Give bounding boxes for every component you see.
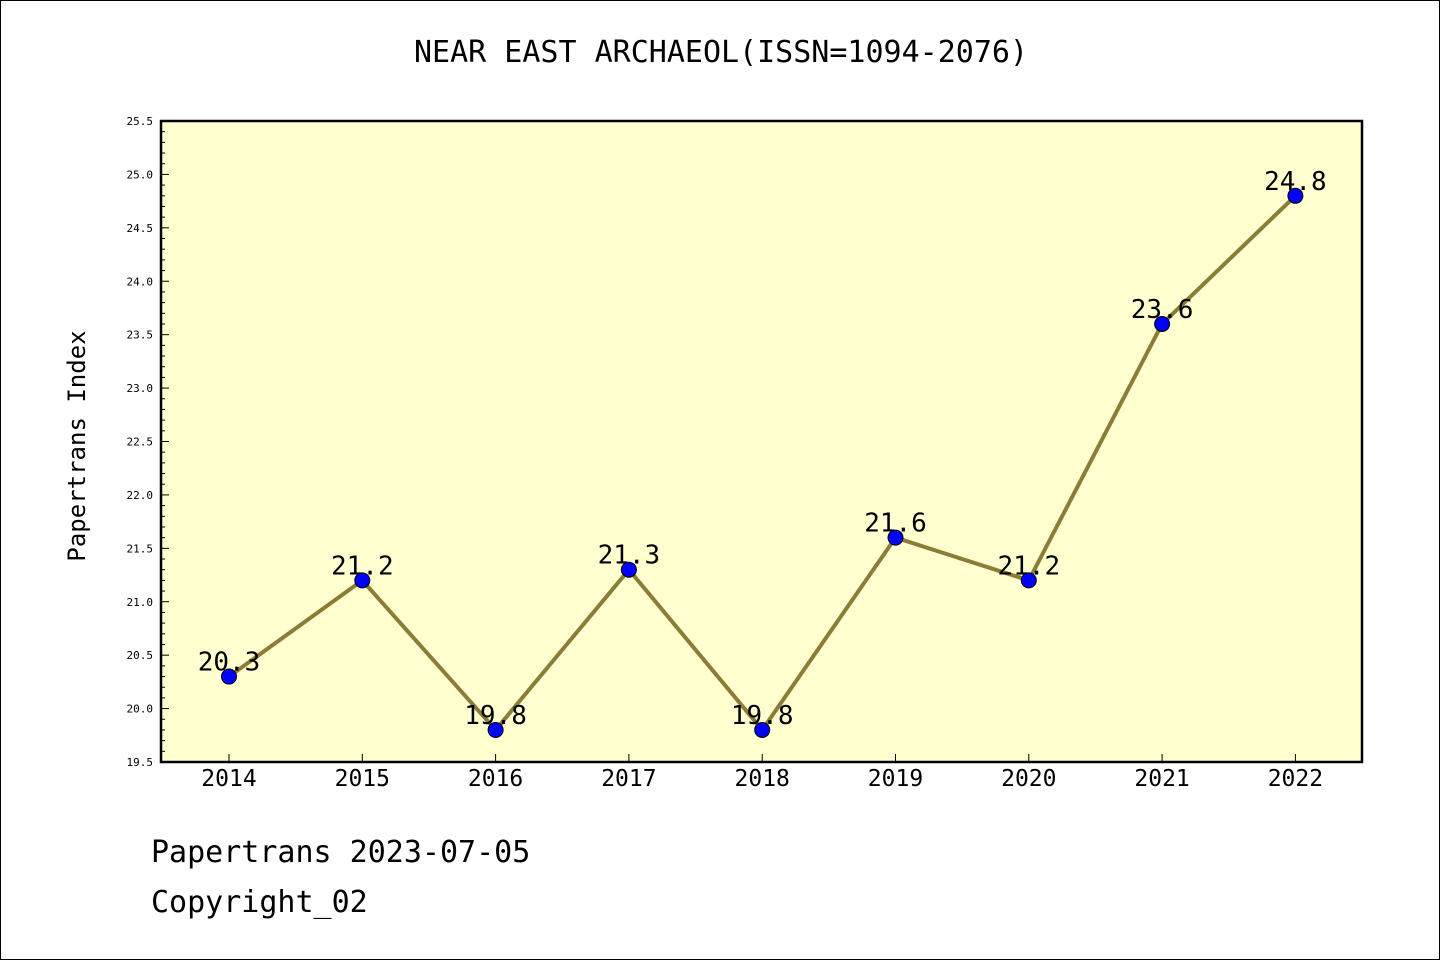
x-tick-label: 2019	[868, 766, 923, 792]
plot-area	[161, 121, 1362, 762]
data-point	[620, 561, 637, 578]
data-point	[1020, 572, 1037, 589]
x-tick-label: 2020	[1001, 766, 1056, 792]
data-point	[754, 721, 771, 738]
data-point	[1154, 315, 1171, 332]
y-tick-label: 25.0	[127, 168, 154, 181]
data-point	[221, 668, 237, 685]
y-tick-label: 23.5	[127, 329, 154, 342]
data-point	[887, 529, 904, 546]
y-tick-label: 21.0	[127, 596, 154, 609]
y-tick-label: 23.0	[127, 382, 154, 395]
y-tick-label: 22.0	[127, 489, 154, 502]
y-tick-label: 20.5	[127, 649, 154, 662]
y-tick-label: 19.5	[127, 756, 154, 769]
data-point	[354, 572, 371, 589]
x-tick-label: 2015	[335, 766, 390, 792]
y-tick-label: 20.0	[127, 703, 154, 716]
x-tick-label: 2022	[1268, 766, 1323, 792]
x-tick-label: 2021	[1134, 766, 1189, 792]
chart-title: NEAR EAST ARCHAEOL(ISSN=1094-2076)	[413, 35, 1029, 70]
y-tick-label: 22.5	[127, 436, 154, 449]
x-tick-label: 2016	[468, 766, 523, 792]
x-tick-label: 2014	[201, 766, 256, 792]
y-tick-label: 24.5	[127, 222, 154, 235]
x-tick-label: 2018	[735, 766, 790, 792]
y-tick-label: 25.5	[127, 115, 154, 128]
footer-date: Papertrans 2023-07-05	[151, 835, 531, 870]
plot-frame	[159, 119, 1364, 764]
footer-copyright: Copyright_02	[151, 885, 368, 920]
y-tick-label: 24.0	[127, 275, 154, 288]
data-point	[487, 721, 504, 738]
x-tick-label: 2017	[601, 766, 656, 792]
data-point	[1287, 187, 1304, 204]
y-tick-label: 21.5	[127, 542, 154, 555]
